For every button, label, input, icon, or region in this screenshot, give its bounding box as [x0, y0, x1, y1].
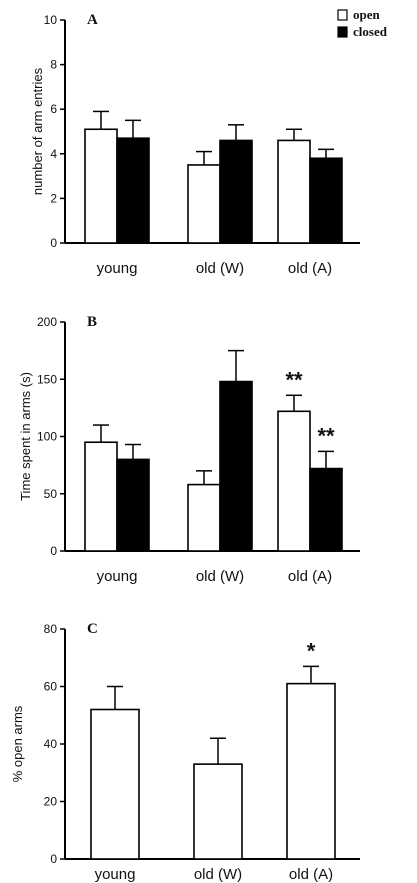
error-bar — [286, 128, 302, 141]
error-bar — [303, 665, 319, 684]
error-bar — [93, 424, 109, 443]
x-tick-label-old-a: old (A) — [288, 568, 332, 585]
legend-swatch-closed — [337, 26, 348, 38]
x-tick-label-old-a: old (A) — [288, 260, 332, 277]
y-tick-label: 50 — [44, 487, 58, 501]
bar-old-w-closed — [219, 380, 253, 552]
bar-young-open — [84, 128, 118, 244]
y-tick-label: 100 — [37, 430, 57, 444]
y-tick-label: 0 — [50, 236, 57, 250]
y-tick-label: 40 — [44, 737, 58, 751]
x-tick-label-old-a: old (A) — [289, 866, 333, 883]
significance-marker: ** — [285, 367, 303, 392]
bar-old-w — [193, 763, 243, 860]
y-axis-title: % open arms — [10, 705, 25, 782]
bar-old-a-closed — [309, 467, 343, 552]
significance-marker: ** — [317, 423, 335, 448]
bar-old-w-open — [187, 164, 221, 244]
panel-letter: C — [87, 621, 98, 637]
x-tick-label-young: young — [95, 866, 136, 883]
y-tick-label: 150 — [37, 372, 57, 386]
bar-young-open — [84, 441, 118, 552]
bar-old-w-closed — [219, 139, 253, 244]
y-tick-label: 20 — [44, 795, 58, 809]
bar-young-closed — [116, 458, 150, 552]
error-bar — [125, 443, 141, 460]
error-bar — [93, 110, 109, 130]
y-tick-label: 0 — [50, 852, 57, 866]
x-tick-label-young: young — [97, 260, 138, 277]
y-tick-label: 200 — [37, 315, 57, 329]
panel-letter: A — [87, 12, 98, 28]
x-tick-label-old-w: old (W) — [194, 866, 242, 883]
y-tick-label: 60 — [44, 680, 58, 694]
error-bar — [196, 470, 212, 485]
error-bar — [196, 150, 212, 165]
bar-young-closed — [116, 137, 150, 244]
panel-letter: B — [87, 314, 97, 330]
y-tick-label: 2 — [50, 191, 57, 205]
x-tick-label-old-w: old (W) — [196, 260, 244, 277]
y-tick-label: 4 — [50, 147, 57, 161]
chart-legend: open closed — [337, 7, 388, 39]
y-tick-label: 80 — [44, 622, 58, 636]
x-tick-label-young: young — [97, 568, 138, 585]
error-bar — [107, 685, 123, 710]
error-bar — [318, 148, 334, 159]
error-bar — [125, 119, 141, 139]
legend-swatch-open — [337, 9, 348, 21]
y-axis-title: Time spent in arms (s) — [18, 372, 33, 501]
y-tick-label: 10 — [44, 13, 58, 27]
legend-label-open: open — [353, 7, 381, 22]
y-tick-label: 0 — [50, 544, 57, 558]
y-axis-title: number of arm entries — [30, 67, 45, 195]
bar-old-a-closed — [309, 157, 343, 244]
legend-label-closed: closed — [353, 24, 388, 39]
bar-young — [90, 708, 140, 860]
y-tick-label: 6 — [50, 102, 57, 116]
error-bar — [228, 124, 244, 141]
significance-marker: * — [307, 638, 316, 663]
bar-old-a-open — [277, 139, 311, 244]
bar-old-a-open — [277, 410, 311, 552]
bar-old-a — [286, 682, 336, 860]
error-bar — [286, 394, 302, 412]
chart-panel-b: 0 50 100 150 200 Time spent in arms (s) Byoung… — [18, 314, 360, 585]
x-tick-label-old-w: old (W) — [196, 568, 244, 585]
bar-old-w-open — [187, 483, 221, 552]
error-bar — [210, 737, 226, 765]
y-tick-label: 8 — [50, 58, 57, 72]
error-bar — [318, 450, 334, 469]
error-bar — [228, 349, 244, 382]
